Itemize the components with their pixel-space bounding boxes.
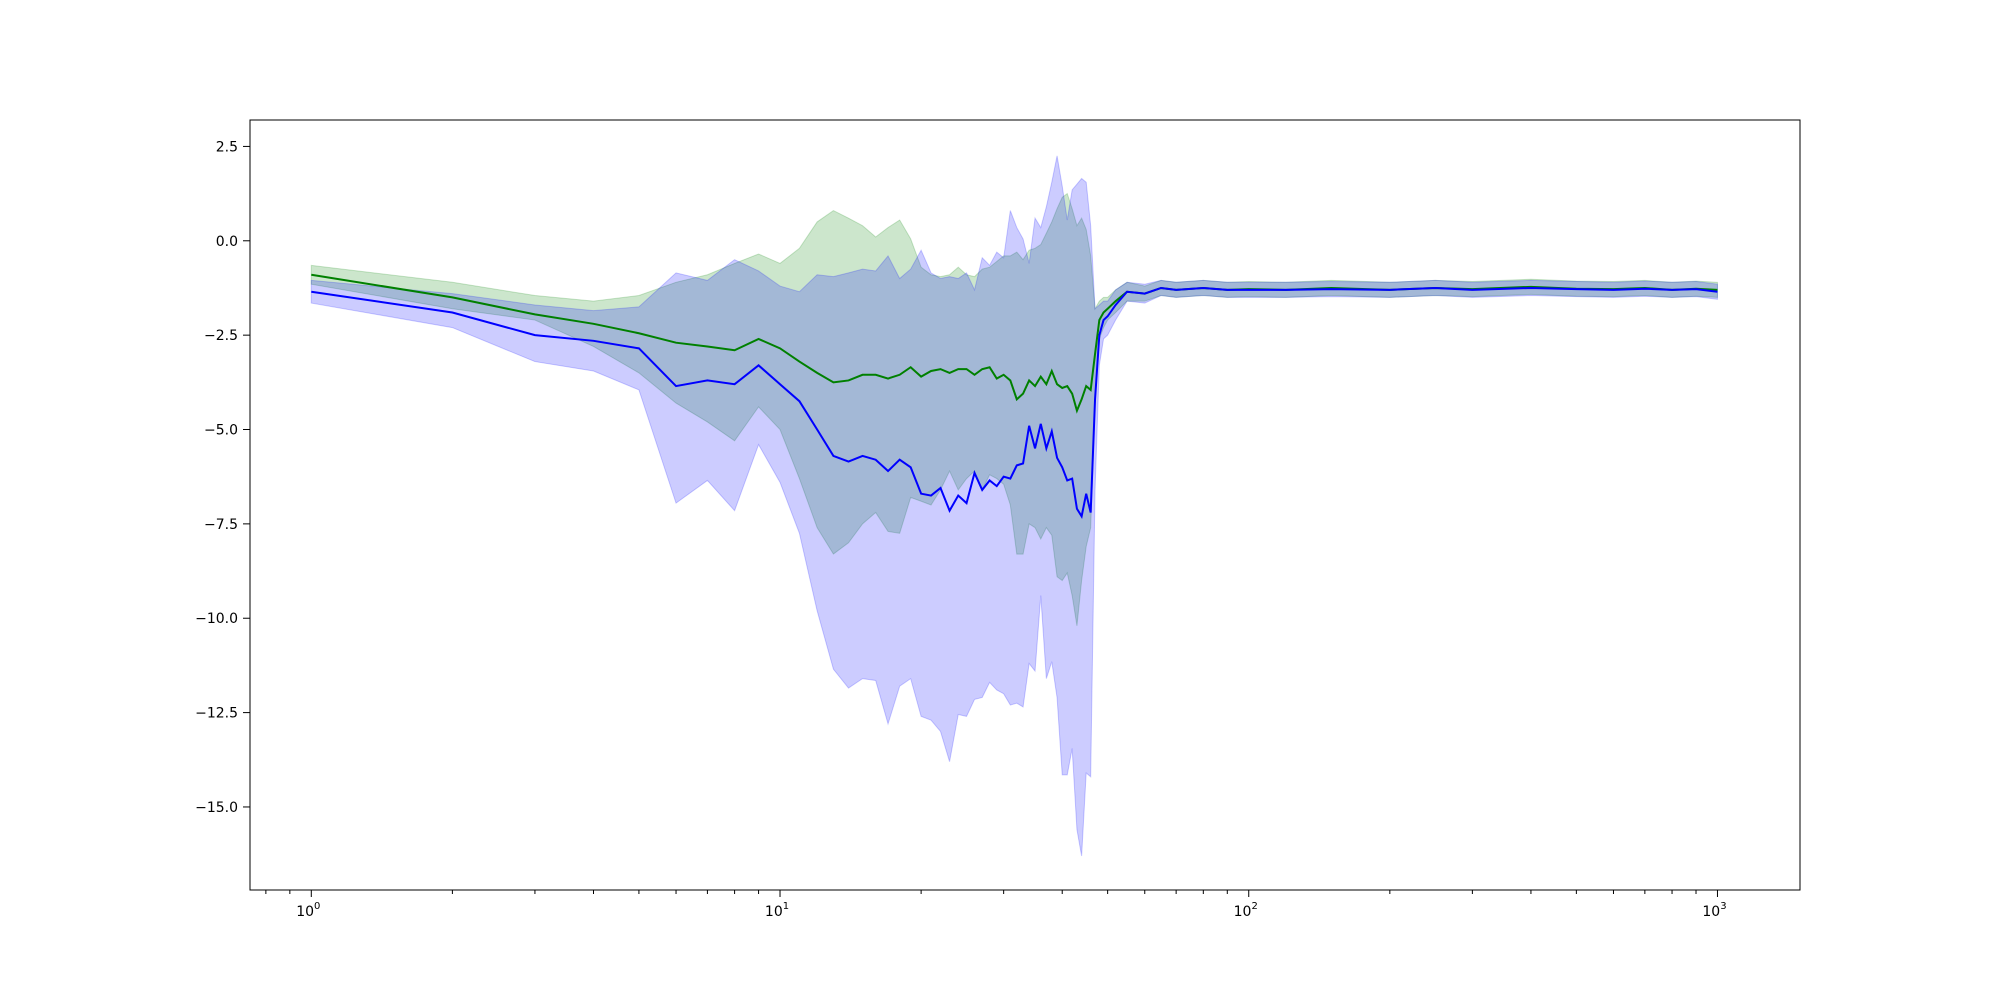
x-tick-label: 101: [765, 901, 789, 920]
y-tick-label: 2.5: [216, 139, 238, 155]
y-tick-label: 0.0: [216, 234, 238, 250]
series-2-line: [311, 286, 1718, 519]
y-tick-label: −15.0: [195, 800, 238, 816]
y-tick-label: −10.0: [195, 611, 238, 627]
confidence-bands: [310, 155, 1718, 857]
x-tick-label: 102: [1234, 901, 1258, 920]
series-2-band: [310, 155, 1718, 857]
y-tick-label: −2.5: [204, 328, 238, 344]
y-tick-label: −5.0: [204, 423, 238, 439]
y-tick-label: −12.5: [195, 706, 238, 722]
x-axis: 100 101 102 103: [265, 890, 1727, 920]
plot-area-frame: [249, 119, 1801, 891]
x-tick-label: 100: [296, 901, 320, 920]
x-tick-label: 103: [1702, 901, 1726, 920]
y-axis: 2.5 0.0 −2.5 −5.0 −7.5 −10.0 −12.5 −15.0: [195, 139, 250, 816]
y-tick-label: −7.5: [204, 517, 238, 533]
series-lines: [311, 273, 1718, 519]
series-1-band: [310, 192, 1718, 626]
